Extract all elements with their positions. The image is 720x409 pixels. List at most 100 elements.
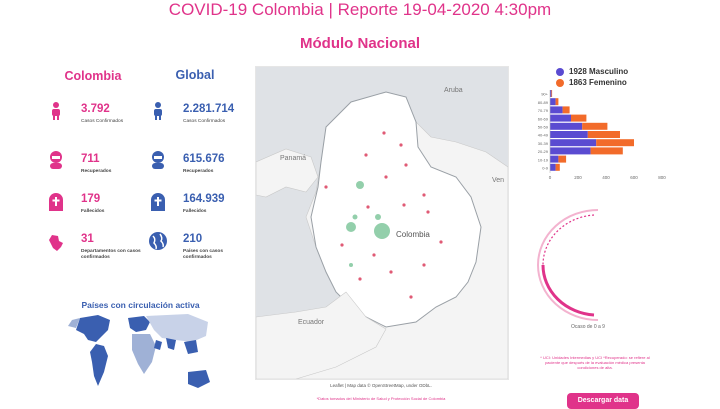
case-point (358, 277, 362, 281)
globe-icon (149, 232, 167, 250)
global-recuperados: 615.676 Recuperados (183, 153, 293, 175)
bar-male-70-79 (550, 106, 563, 114)
map-label-venezuela: Ven (492, 177, 505, 184)
global-paises-value: 210 (183, 233, 203, 245)
x-tick-label: 400 (602, 175, 610, 180)
case-point (399, 143, 403, 147)
global-heading: Global (175, 68, 215, 82)
global-confirmados-value: 2.281.714 (183, 103, 235, 115)
bar-male-20-29 (550, 147, 591, 155)
global-fallecidos: 164.939 Fallecidos (183, 193, 293, 215)
bar-male-60-69 (550, 114, 571, 122)
recovered-icon (152, 151, 164, 169)
legend-male: 1928 Masculino (569, 67, 629, 76)
colombia-heading: Colombia (64, 69, 122, 83)
x-tick-label: 600 (630, 175, 638, 180)
case-points (324, 131, 443, 299)
bar-male-40-49 (550, 131, 588, 138)
case-point (389, 270, 393, 274)
case-point (374, 223, 390, 239)
colombia-fallecidos: 179 Fallecidos (81, 193, 191, 215)
case-point (404, 163, 408, 167)
case-point (352, 214, 358, 220)
map-label-aruba: Aruba (444, 87, 463, 94)
x-tick-label: 0 (549, 175, 552, 180)
y-tick-label: 50-59 (538, 125, 549, 130)
map-label-ecuador: Ecuador (298, 319, 325, 326)
download-data-button[interactable]: Descargar data (567, 393, 639, 409)
colombia-recuperados-value: 711 (81, 153, 100, 165)
bar-male-10-19 (550, 155, 559, 163)
map-label-panama: Panamá (280, 155, 307, 162)
case-point (422, 263, 426, 267)
case-point (422, 193, 426, 197)
world-map[interactable] (58, 312, 223, 404)
tombstone-icon (151, 193, 165, 211)
case-point (324, 185, 328, 189)
global-confirmados: 2.281.714 Casos Confirmados (183, 103, 293, 125)
colombia-fallecidos-value: 179 (81, 193, 101, 205)
case-point (426, 210, 430, 214)
x-tick-label: 800 (658, 175, 666, 180)
bar-female-90+ (551, 90, 553, 97)
person-icon (154, 102, 162, 120)
bar-female-70-79 (562, 106, 570, 114)
y-tick-label: 70-79 (538, 108, 549, 113)
y-tick-label: 0-9 (542, 166, 549, 171)
y-tick-label: 40-49 (538, 133, 549, 138)
bar-male-50-59 (550, 122, 583, 130)
case-point (439, 240, 443, 244)
y-tick-label: 90+ (541, 92, 548, 97)
x-tick-label: 200 (574, 175, 582, 180)
colombia-departamentos: 31 Departamentos con casos confirmados (81, 233, 191, 261)
map-label-colombia: Colombia (396, 230, 430, 239)
global-fallecidos-label: Fallecidos (183, 209, 207, 214)
colombia-map-icon (49, 235, 63, 251)
case-point (346, 222, 356, 232)
bar-female-50-59 (582, 122, 608, 130)
case-point (382, 131, 386, 135)
legend-female-marker (556, 79, 564, 87)
bar-male-90+ (550, 90, 552, 97)
notes-text: * UCI: Unidades Intermedias y UCI *Recup… (540, 355, 650, 370)
gauge-label: Ocaso de 0 a 9 (571, 324, 605, 330)
colombia-confirmados-label: Casos Confirmados (81, 119, 124, 124)
colombia-fallecidos-label: Fallecidos (81, 209, 105, 214)
case-point (364, 153, 368, 157)
colombia-confirmados-value: 3.792 (81, 103, 110, 115)
colombia-departamentos-value: 31 (81, 233, 94, 245)
y-tick-label: 60-69 (538, 116, 549, 121)
colombia-recuperados: 711 Recuperados (81, 153, 191, 175)
legend-female: 1863 Femenino (569, 78, 627, 87)
bar-female-80-89 (555, 98, 559, 106)
case-point (349, 263, 353, 267)
bar-male-30-39 (550, 139, 597, 147)
global-recuperados-label: Recuperados (183, 169, 214, 174)
map-attribution: Leaflet | Map data © OpenStreetMap, unde… (330, 383, 432, 388)
bar-female-0-9 (555, 163, 560, 171)
global-confirmados-label: Casos Confirmados (183, 119, 226, 124)
case-point (372, 253, 376, 257)
global-paises-label: Países con casos confirmados (183, 249, 223, 260)
age-sex-chart: 0-9 10-19 20-29 30-39 40-49 50-59 60-69 70-79 80… (538, 90, 666, 180)
case-point (409, 295, 413, 299)
global-fallecidos-value: 164.939 (183, 193, 225, 205)
bar-female-30-39 (596, 139, 634, 147)
y-tick-label: 30-39 (538, 141, 549, 146)
tombstone-icon (49, 193, 63, 211)
case-point (375, 214, 381, 220)
bar-female-20-29 (590, 147, 623, 155)
recovered-icon (50, 151, 62, 169)
bar-female-40-49 (587, 131, 620, 138)
global-recuperados-value: 615.676 (183, 153, 225, 165)
bar-male-0-9 (550, 163, 556, 171)
case-point (402, 203, 406, 207)
colombia-departamentos-label: Departamentos con casos confirmados (81, 249, 141, 260)
y-tick-label: 10-19 (538, 157, 549, 162)
global-paises: 210 Países con casos confirmados (183, 233, 293, 261)
case-point (340, 243, 344, 247)
legend-male-marker (556, 68, 564, 76)
colombia-map[interactable]: Aruba Panamá Ven Colombia Ecuador (255, 66, 509, 380)
age-gauge-chart (536, 209, 599, 321)
case-point (384, 175, 388, 179)
